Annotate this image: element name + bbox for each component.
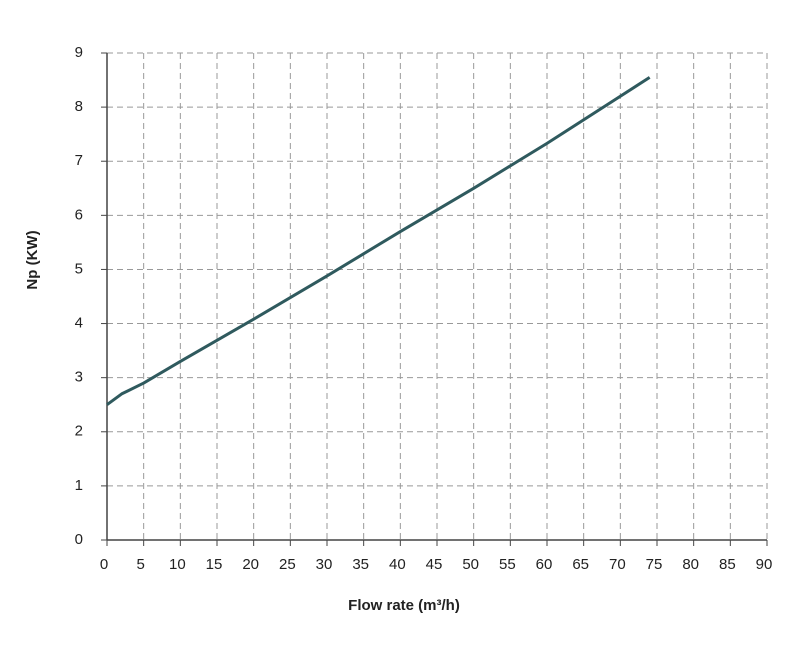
x-tick-label: 30 — [316, 556, 333, 573]
y-tick-label: 6 — [75, 206, 83, 223]
y-tick-label: 5 — [75, 260, 83, 277]
x-tick-label: 90 — [756, 556, 773, 573]
x-tick-label: 40 — [389, 556, 406, 573]
y-tick-label: 3 — [75, 369, 83, 386]
x-tick-label: 5 — [136, 556, 144, 573]
x-tick-label: 65 — [572, 556, 589, 573]
x-tick-label: 60 — [536, 556, 553, 573]
y-axis-title: Np (KW) — [24, 230, 41, 289]
y-tick-label: 9 — [75, 44, 83, 61]
x-tick-label: 80 — [682, 556, 699, 573]
y-tick-label: 7 — [75, 152, 83, 169]
y-tick-label: 0 — [75, 531, 83, 548]
data-line — [106, 76, 651, 406]
x-tick-label: 10 — [169, 556, 186, 573]
x-tick-label: 35 — [352, 556, 369, 573]
y-tick-label: 4 — [75, 315, 83, 332]
x-tick-label: 0 — [100, 556, 108, 573]
y-tick-label: 1 — [75, 477, 83, 494]
x-axis-title: Flow rate (m³/h) — [348, 597, 460, 614]
y-tick-label: 2 — [75, 423, 83, 440]
x-tick-label: 25 — [279, 556, 296, 573]
x-tick-label: 50 — [462, 556, 479, 573]
x-tick-label: 70 — [609, 556, 626, 573]
x-tick-label: 15 — [206, 556, 223, 573]
x-tick-label: 45 — [426, 556, 443, 573]
x-tick-label: 85 — [719, 556, 736, 573]
y-tick-label: 8 — [75, 98, 83, 115]
x-tick-label: 20 — [242, 556, 259, 573]
x-tick-label: 55 — [499, 556, 516, 573]
x-tick-label: 75 — [646, 556, 663, 573]
